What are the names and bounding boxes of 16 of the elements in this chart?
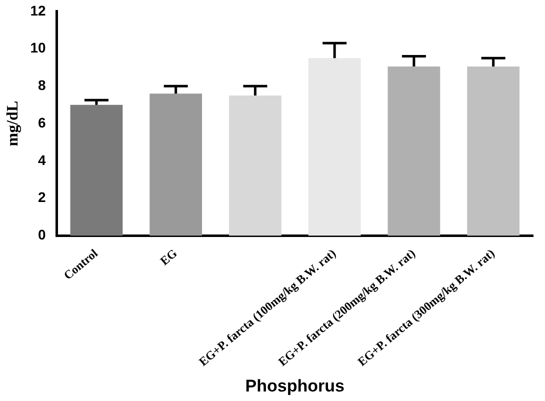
bar (467, 66, 520, 236)
y-tick-label: 8 (38, 77, 46, 94)
y-tick-label: 6 (38, 114, 46, 130)
x-axis-title: Phosphorus (245, 376, 344, 396)
bar (150, 94, 202, 236)
y-tick-label: 2 (38, 189, 46, 206)
bar (229, 96, 282, 236)
bar (308, 58, 361, 236)
y-tick-label: 0 (38, 226, 46, 243)
bar (388, 66, 440, 236)
bar (70, 104, 123, 236)
y-tick-label: 12 (30, 2, 46, 18)
x-tick-label: EG (157, 246, 180, 268)
y-tick-label: 4 (38, 152, 46, 168)
y-tick-label: 10 (30, 40, 46, 56)
y-axis-title: mg/dL (4, 100, 22, 146)
